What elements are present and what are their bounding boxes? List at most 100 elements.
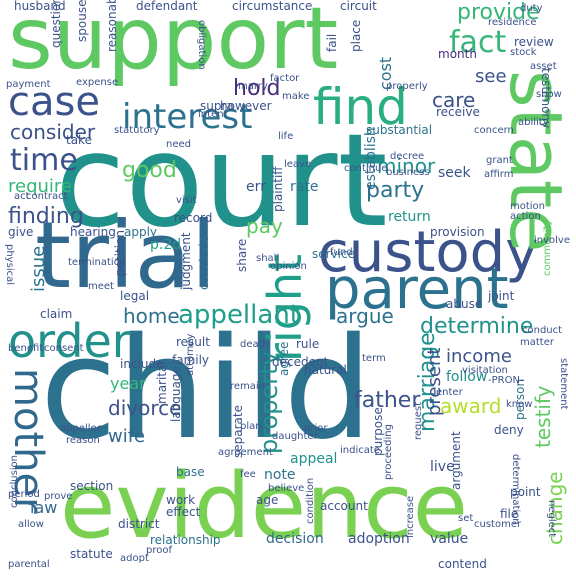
word-properly: properly bbox=[386, 81, 428, 92]
word-interest: interest bbox=[122, 97, 253, 137]
word-fail: fail bbox=[325, 33, 339, 52]
word-age: age bbox=[256, 493, 279, 507]
word-trial: trial bbox=[35, 202, 217, 309]
word-statute: statute bbox=[70, 547, 113, 561]
word-hold: hold bbox=[233, 76, 281, 101]
word-p2d: p.2d bbox=[150, 237, 182, 253]
word-take: take bbox=[66, 133, 92, 147]
word-provide: provide bbox=[457, 0, 540, 25]
word-grant: grant bbox=[486, 155, 513, 166]
word-award: award bbox=[440, 394, 502, 418]
word-care: care bbox=[432, 88, 476, 112]
word-review: review bbox=[514, 35, 554, 49]
word-seek: seek bbox=[438, 165, 471, 181]
word-defendant: defendant bbox=[136, 0, 198, 13]
word-require: require bbox=[8, 176, 72, 197]
word-consider: consider bbox=[10, 120, 96, 144]
word-remain: remain bbox=[230, 381, 266, 392]
word-question: question bbox=[49, 0, 63, 48]
word-home: home bbox=[123, 304, 180, 328]
word-believe: believe bbox=[268, 483, 305, 494]
word-duty: duty bbox=[520, 3, 543, 14]
word-meet: meet bbox=[88, 281, 114, 292]
word-file: file bbox=[500, 507, 519, 521]
word-year: year bbox=[110, 374, 146, 393]
word-support: support bbox=[8, 0, 339, 89]
word-life: life bbox=[278, 131, 294, 142]
word-pay: pay bbox=[246, 214, 283, 238]
word-custody: custody bbox=[318, 220, 539, 285]
word-issue: issue bbox=[28, 245, 49, 292]
word-appellant: appellant bbox=[178, 300, 300, 330]
word-termination: termination bbox=[68, 257, 127, 268]
word-substantial: substantial bbox=[366, 123, 433, 137]
word-physical: physical bbox=[4, 244, 15, 285]
word-community: community bbox=[542, 219, 553, 276]
word-fee: fee bbox=[240, 469, 256, 480]
word-neglect: neglect bbox=[546, 500, 557, 538]
word-enter: enter bbox=[436, 387, 463, 398]
word-claim: claim bbox=[40, 307, 73, 321]
word-month: month bbox=[438, 47, 477, 61]
word-divorce: divorce bbox=[108, 396, 182, 420]
word-father: father bbox=[354, 388, 421, 413]
word-legal: legal bbox=[120, 289, 150, 303]
word-statement: statement bbox=[558, 358, 569, 410]
word-share: share bbox=[235, 238, 249, 272]
word-continue: continue bbox=[344, 163, 388, 174]
word-language: language bbox=[169, 366, 183, 422]
word-supra: supra bbox=[200, 99, 234, 113]
word-provision: provision bbox=[430, 225, 485, 239]
word-follow: follow bbox=[446, 369, 488, 385]
word-adoption: adoption bbox=[348, 531, 410, 547]
word-court: court bbox=[55, 107, 388, 256]
word-give: give bbox=[8, 225, 34, 239]
word-time: time bbox=[10, 143, 78, 178]
word-set: set bbox=[458, 513, 474, 524]
word-parental: parental bbox=[8, 559, 50, 570]
word-plaintiff: plaintiff bbox=[271, 166, 285, 212]
word-income: income bbox=[446, 346, 512, 367]
word-prove: prove bbox=[44, 491, 73, 502]
word-matter: matter bbox=[520, 337, 554, 348]
word-conclusion: conclusion bbox=[9, 454, 20, 508]
word-visitation: visitation bbox=[462, 365, 508, 376]
word-customer: customer bbox=[474, 519, 522, 530]
word-increase: increase bbox=[405, 495, 416, 538]
word-condition: condition bbox=[305, 477, 316, 524]
word-abuse: abuse bbox=[446, 297, 483, 311]
word-district: district bbox=[118, 517, 160, 531]
word-account: account bbox=[320, 499, 368, 513]
word-leave: leave bbox=[284, 159, 312, 170]
word-child: child bbox=[40, 308, 373, 471]
word-spouse: spouse bbox=[75, 0, 89, 42]
word-hearing: hearing bbox=[70, 225, 116, 239]
word-family: family bbox=[172, 353, 210, 367]
word-fact: fact bbox=[449, 25, 507, 60]
word-act: act bbox=[14, 191, 30, 202]
word-receive: receive bbox=[436, 105, 480, 119]
word-proceeding: proceeding bbox=[383, 424, 394, 480]
word-service: service bbox=[312, 247, 355, 261]
word-factor: factor bbox=[270, 73, 300, 84]
word-evidence: evidence bbox=[60, 454, 469, 559]
word-marital: marital bbox=[155, 361, 169, 404]
word-point: point bbox=[510, 485, 541, 499]
word-allow: allow bbox=[18, 519, 44, 530]
word-testify: testify bbox=[531, 385, 555, 449]
word-determine: determine bbox=[420, 314, 534, 339]
word-shall: shall bbox=[256, 253, 280, 264]
word-period: period bbox=[8, 489, 40, 500]
word-record: record bbox=[174, 211, 213, 225]
word-circuit: circuit bbox=[340, 0, 377, 13]
word-death: death bbox=[240, 339, 269, 350]
word-motion: motion bbox=[510, 201, 546, 212]
word-request: request bbox=[413, 401, 424, 440]
word-effect: effect bbox=[166, 505, 201, 519]
word-stock: stock bbox=[510, 47, 537, 58]
word-reasonable: reasonable bbox=[105, 0, 119, 52]
word-show: show bbox=[536, 89, 562, 100]
word-statutory: statutory bbox=[114, 125, 160, 136]
word-decree: decree bbox=[390, 151, 425, 162]
word-wife: wife bbox=[108, 426, 146, 447]
